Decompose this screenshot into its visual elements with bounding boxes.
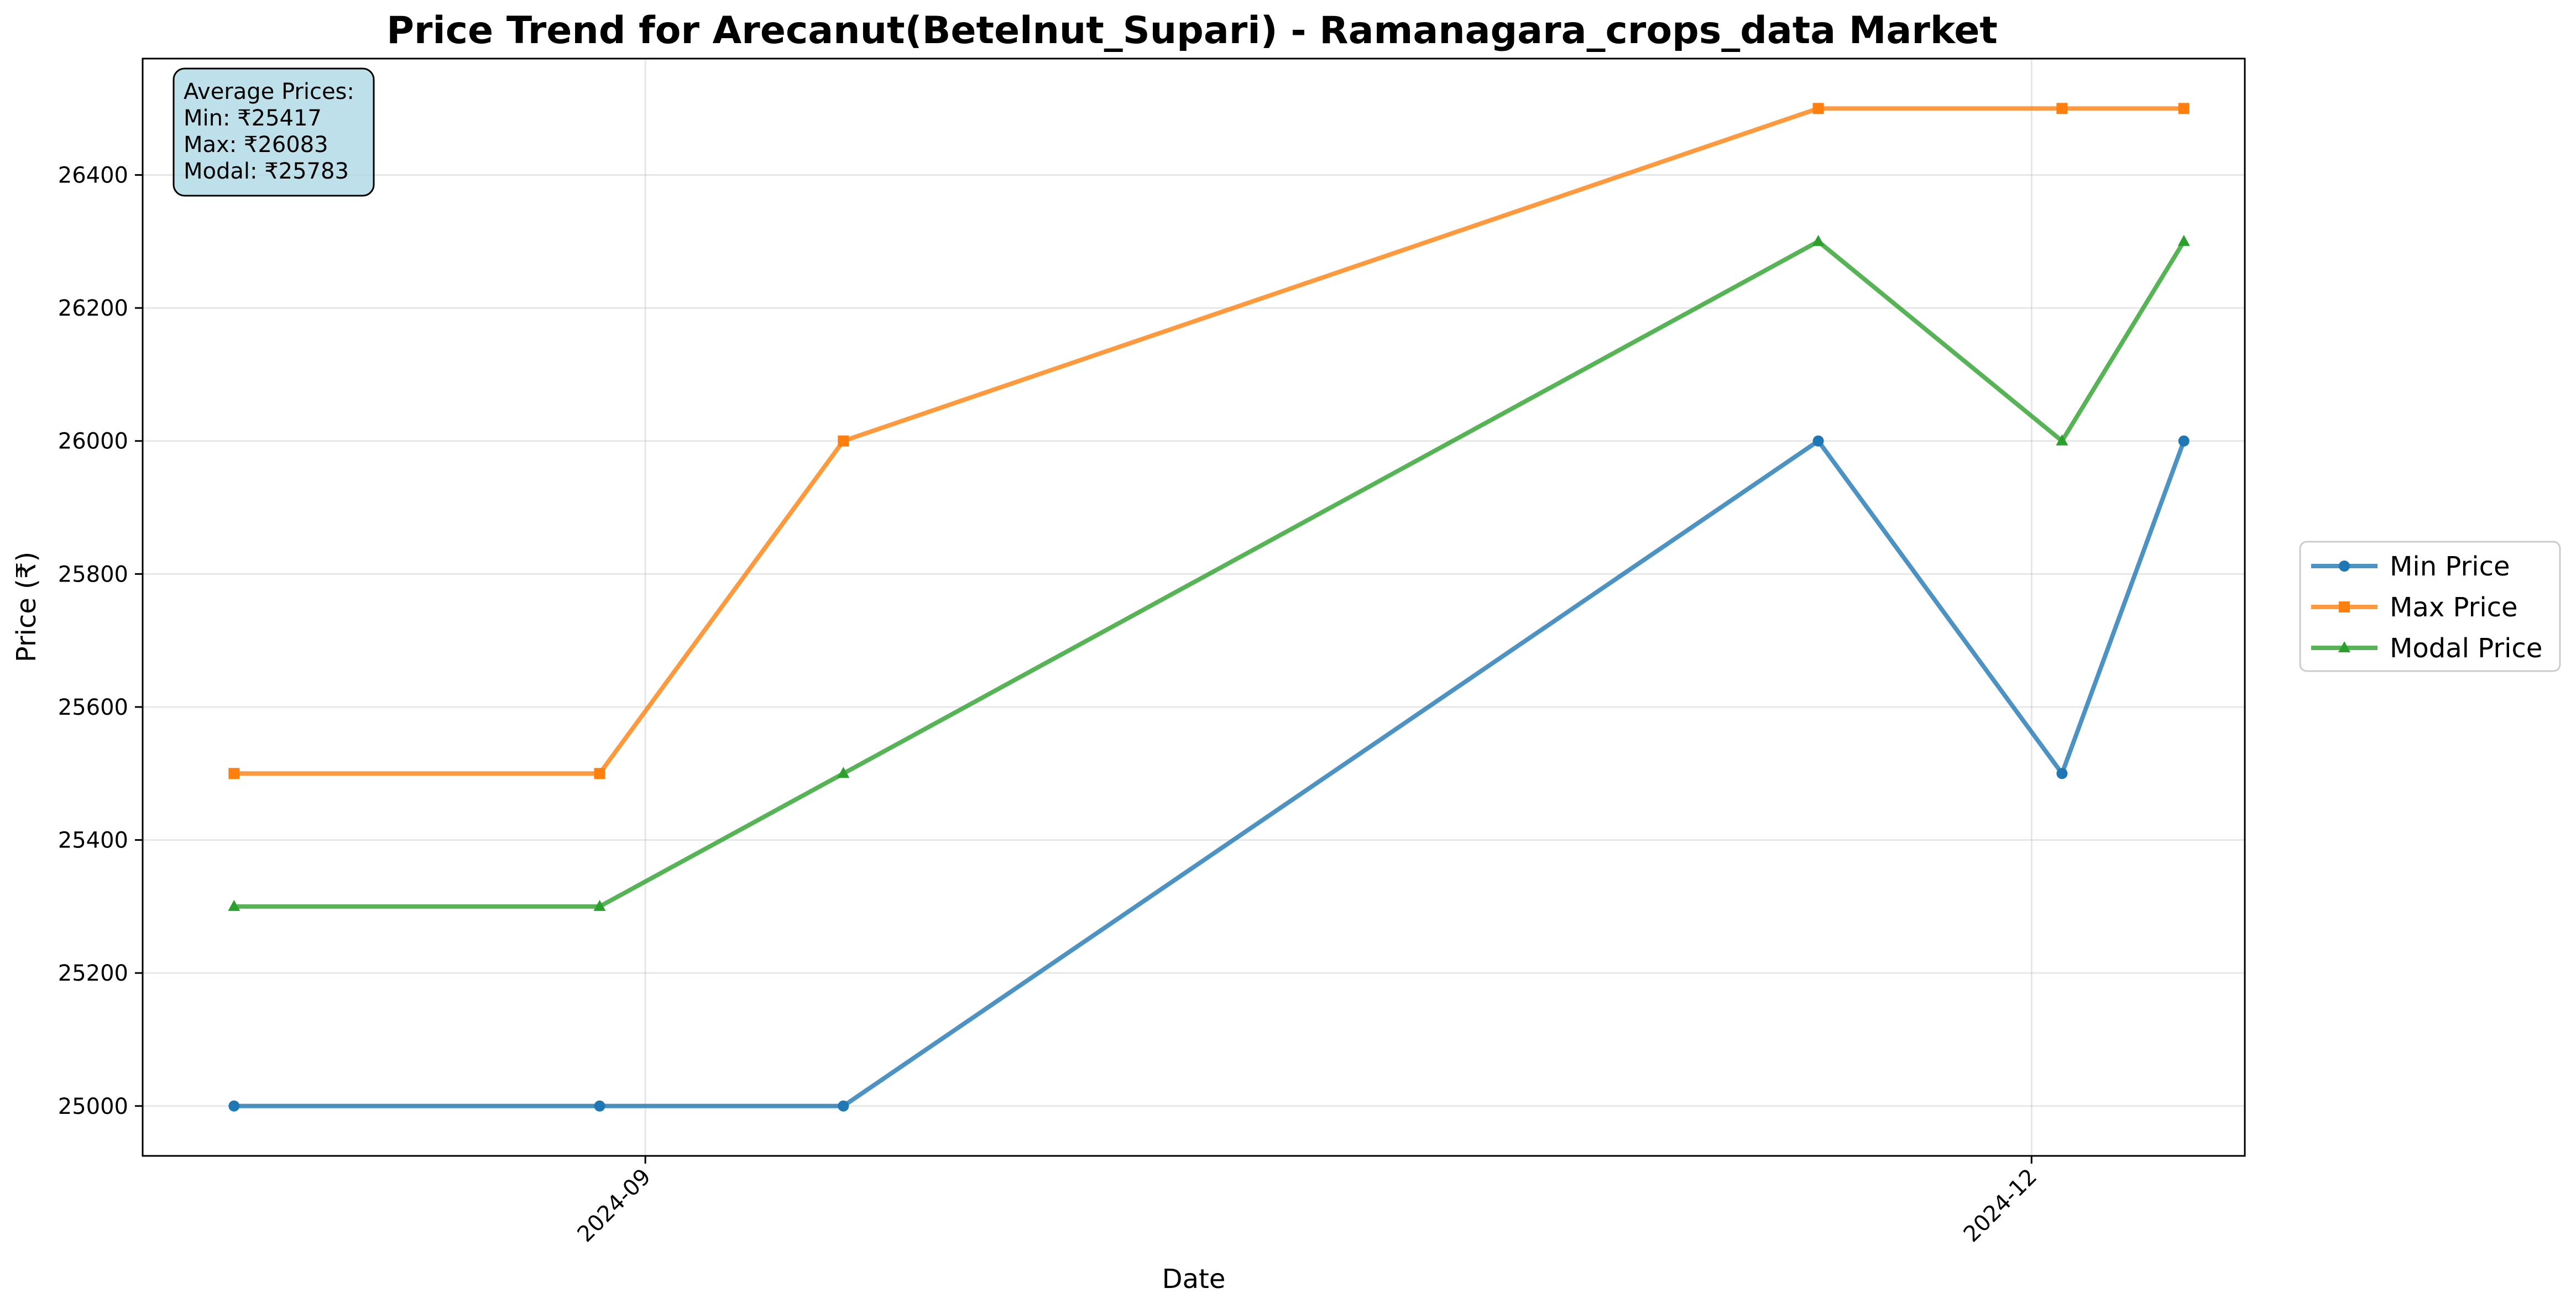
legend-marker-max-price [2339, 601, 2350, 612]
series-line-max-price [232, 106, 2186, 776]
legend-marker-modal-price [2338, 641, 2350, 652]
average-prices-box: Average Prices: Min: ₹25417 Max: ₹26083 … [173, 67, 375, 197]
series-lines [232, 106, 2186, 1108]
grid-lines [143, 59, 2245, 1156]
data-point-modal-price [2177, 234, 2190, 246]
average-prices-background [173, 67, 375, 197]
data-point-max-price [838, 435, 849, 447]
legend-label-min-price: Min Price [2390, 551, 2510, 582]
average-modal-price: Modal: ₹25783 [184, 159, 349, 184]
y-axis-label: Price (₹) [11, 552, 42, 662]
average-max-price: Max: ₹26083 [184, 132, 328, 158]
legend-marker-min-price [2339, 561, 2350, 572]
legend-frame [2299, 541, 2561, 672]
y-tick-label: 25000 [58, 1094, 128, 1119]
data-point-modal-price [593, 899, 606, 911]
data-point-modal-price [2056, 434, 2068, 446]
data-point-modal-price [1812, 234, 1825, 246]
legend-label-max-price: Max Price [2390, 592, 2518, 623]
series-markers [228, 103, 2190, 1112]
series-line-min-price [232, 438, 2186, 1108]
data-point-max-price [1812, 103, 1824, 114]
data-point-max-price [594, 768, 605, 779]
y-tick-label: 25200 [58, 961, 128, 986]
plot-frame [142, 57, 2246, 1157]
data-point-max-price [2178, 103, 2190, 114]
average-min-price: Min: ₹25417 [184, 106, 322, 131]
data-point-min-price [1812, 435, 1824, 447]
data-point-min-price [228, 1100, 240, 1112]
y-tick-label: 26000 [58, 429, 128, 454]
series-line-modal-price [232, 239, 2186, 909]
legend: Min Price Max Price Modal Price [2299, 541, 2561, 672]
y-tick-label: 25800 [58, 562, 128, 587]
data-point-modal-price [228, 899, 241, 911]
x-axis-label: Date [1162, 1264, 1226, 1295]
data-point-min-price [2178, 435, 2190, 447]
average-prices-heading: Average Prices: [184, 79, 354, 104]
legend-label-modal-price: Modal Price [2390, 633, 2542, 664]
data-point-modal-price [837, 767, 850, 778]
data-point-min-price [838, 1100, 849, 1112]
data-point-min-price [594, 1100, 605, 1112]
y-tick-label: 26400 [58, 163, 128, 189]
chart-title: Price Trend for Arecanut(Betelnut_Supari… [386, 9, 1998, 53]
y-axis: 25000 25200 25400 25600 25800 26000 26200 26400 [58, 163, 143, 1119]
y-tick-label: 26200 [58, 296, 128, 321]
data-point-max-price [2056, 103, 2068, 114]
data-point-max-price [228, 768, 240, 779]
data-point-min-price [2056, 768, 2068, 779]
y-tick-label: 25600 [58, 695, 128, 720]
y-tick-label: 25400 [58, 828, 128, 854]
legend-items: Min Price Max Price Modal Price [2311, 551, 2542, 664]
